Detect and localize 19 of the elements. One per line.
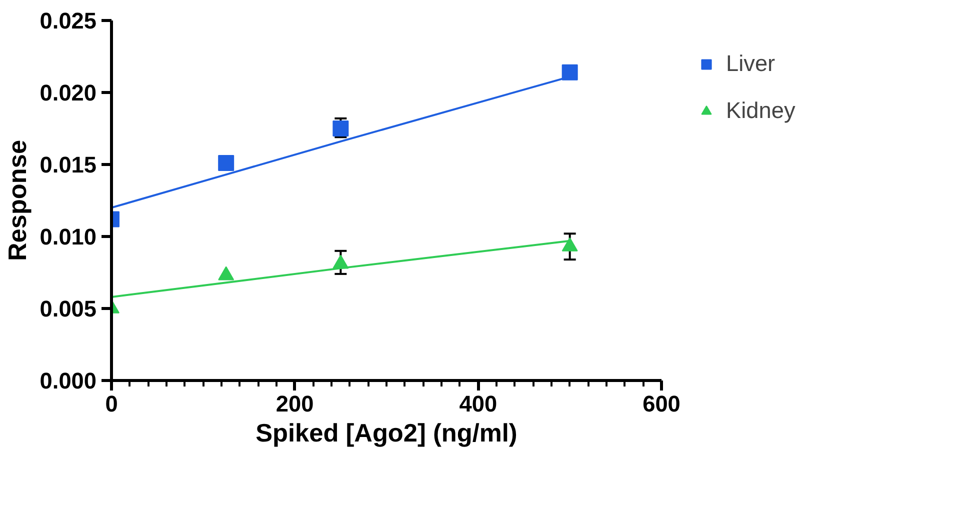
point <box>218 155 234 172</box>
y-tick-label: 0.020 <box>40 80 97 106</box>
x-axis-title: Spiked [Ago2] (ng/ml) <box>256 420 518 448</box>
y-tick-label: 0.010 <box>40 224 97 250</box>
y-tick-label: 0.025 <box>40 8 97 34</box>
x-tick-label: 400 <box>459 390 498 416</box>
x-tick-label: 600 <box>642 390 680 416</box>
y-tick-label: 0.000 <box>40 368 97 394</box>
y-tick-label: 0.015 <box>40 152 97 178</box>
point <box>562 237 578 252</box>
legend-label: Kidney <box>726 97 796 124</box>
y-tick-label: 0.005 <box>40 296 97 322</box>
y-axis-title: Response <box>4 140 32 262</box>
point <box>332 120 349 136</box>
x-tick-label: 200 <box>276 390 314 416</box>
point <box>218 266 234 280</box>
legend-label: Liver <box>726 50 776 77</box>
x-tick-label: 0 <box>105 390 118 416</box>
point <box>562 64 578 80</box>
